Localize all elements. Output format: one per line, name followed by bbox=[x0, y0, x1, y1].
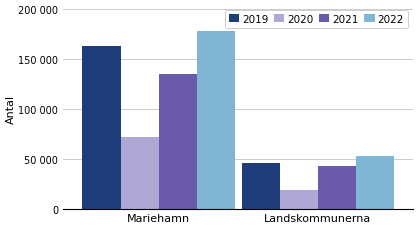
Bar bbox=[318, 166, 356, 209]
Bar bbox=[356, 156, 394, 209]
Bar bbox=[82, 46, 121, 209]
Bar bbox=[280, 190, 318, 209]
Y-axis label: Antal: Antal bbox=[5, 95, 16, 124]
Bar bbox=[121, 137, 159, 209]
Bar bbox=[197, 31, 235, 209]
Bar bbox=[159, 74, 197, 209]
Bar bbox=[241, 163, 280, 209]
Legend: 2019, 2020, 2021, 2022: 2019, 2020, 2021, 2022 bbox=[225, 11, 408, 29]
